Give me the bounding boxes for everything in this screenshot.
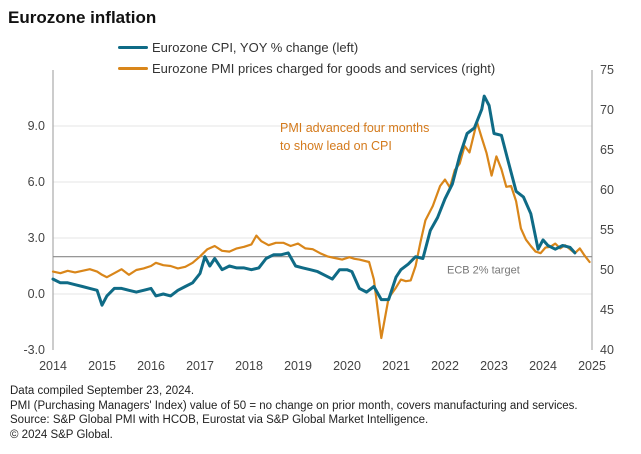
x-tick-label: 2021: [382, 359, 410, 373]
cpi-series-line: [51, 94, 577, 307]
ecb-target-label: ECB 2% target: [447, 265, 520, 277]
x-tick-label: 2017: [186, 359, 214, 373]
y-right-tick-label: 45: [600, 303, 614, 317]
y-right-tick-label: 65: [600, 143, 614, 157]
chart-title: Eurozone inflation: [8, 8, 157, 27]
reference-line-group: ECB 2% target: [53, 256, 592, 277]
legend-label-pmi: Eurozone PMI prices charged for goods an…: [152, 61, 496, 76]
legend: Eurozone CPI, YOY % change (left) Eurozo…: [118, 37, 495, 79]
x-tick-label: 2019: [284, 359, 312, 373]
x-tick-label: 2025: [578, 359, 606, 373]
y-left-tick-label: 3.0: [28, 231, 45, 245]
legend-item-pmi: Eurozone PMI prices charged for goods an…: [118, 58, 495, 79]
x-tick-label: 2016: [137, 359, 165, 373]
y-right-tick-label: 40: [600, 343, 614, 357]
footnote-copyright: © 2024 S&P Global.: [10, 428, 113, 441]
x-tick-label: 2023: [480, 359, 508, 373]
chart-canvas: ECB 2% target -3.0 0.0 3.0 6.0 9.0 40 45 50 55 60…: [23, 63, 613, 373]
footnote-pmi-definition: PMI (Purchasing Managers' Index) value o…: [10, 399, 578, 412]
x-tick-label: 2014: [39, 359, 67, 373]
y-left-tick-label: -3.0: [23, 343, 45, 357]
gridlines: [53, 125, 592, 295]
y-right-tick-label: 75: [600, 63, 614, 77]
tick-labels: -3.0 0.0 3.0 6.0 9.0 40 45 50 55 60 65 70 75 2014 2015…: [23, 63, 613, 373]
legend-swatch-cpi: [118, 46, 148, 49]
x-tick-label: 2020: [333, 359, 361, 373]
axes: [52, 70, 593, 350]
y-left-tick-label: 9.0: [28, 119, 45, 133]
series-group: [51, 94, 591, 340]
annotation-line-1: PMI advanced four months: [280, 121, 429, 135]
y-right-tick-label: 70: [600, 103, 614, 117]
legend-label-cpi: Eurozone CPI, YOY % change (left): [152, 40, 359, 55]
footnote-data-compiled: Data compiled September 23, 2024.: [10, 385, 195, 397]
footnote-source: Source: S&P Global PMI with HCOB, Eurost…: [10, 414, 429, 426]
y-right-tick-label: 50: [600, 263, 614, 277]
annotation-line-2: to show lead on CPI: [280, 139, 392, 153]
x-tick-label: 2024: [529, 359, 557, 373]
legend-item-cpi: Eurozone CPI, YOY % change (left): [118, 37, 495, 58]
y-left-tick-label: 6.0: [28, 175, 45, 189]
x-tick-label: 2018: [235, 359, 263, 373]
x-tick-label: 2022: [431, 359, 459, 373]
legend-swatch-pmi: [118, 67, 148, 70]
pmi-series-line: [51, 120, 591, 340]
y-left-tick-label: 0.0: [28, 287, 45, 301]
y-right-tick-label: 55: [600, 223, 614, 237]
y-right-tick-label: 60: [600, 183, 614, 197]
footnotes: Data compiled September 23, 2024. PMI (P…: [10, 384, 578, 442]
x-tick-label: 2015: [88, 359, 116, 373]
